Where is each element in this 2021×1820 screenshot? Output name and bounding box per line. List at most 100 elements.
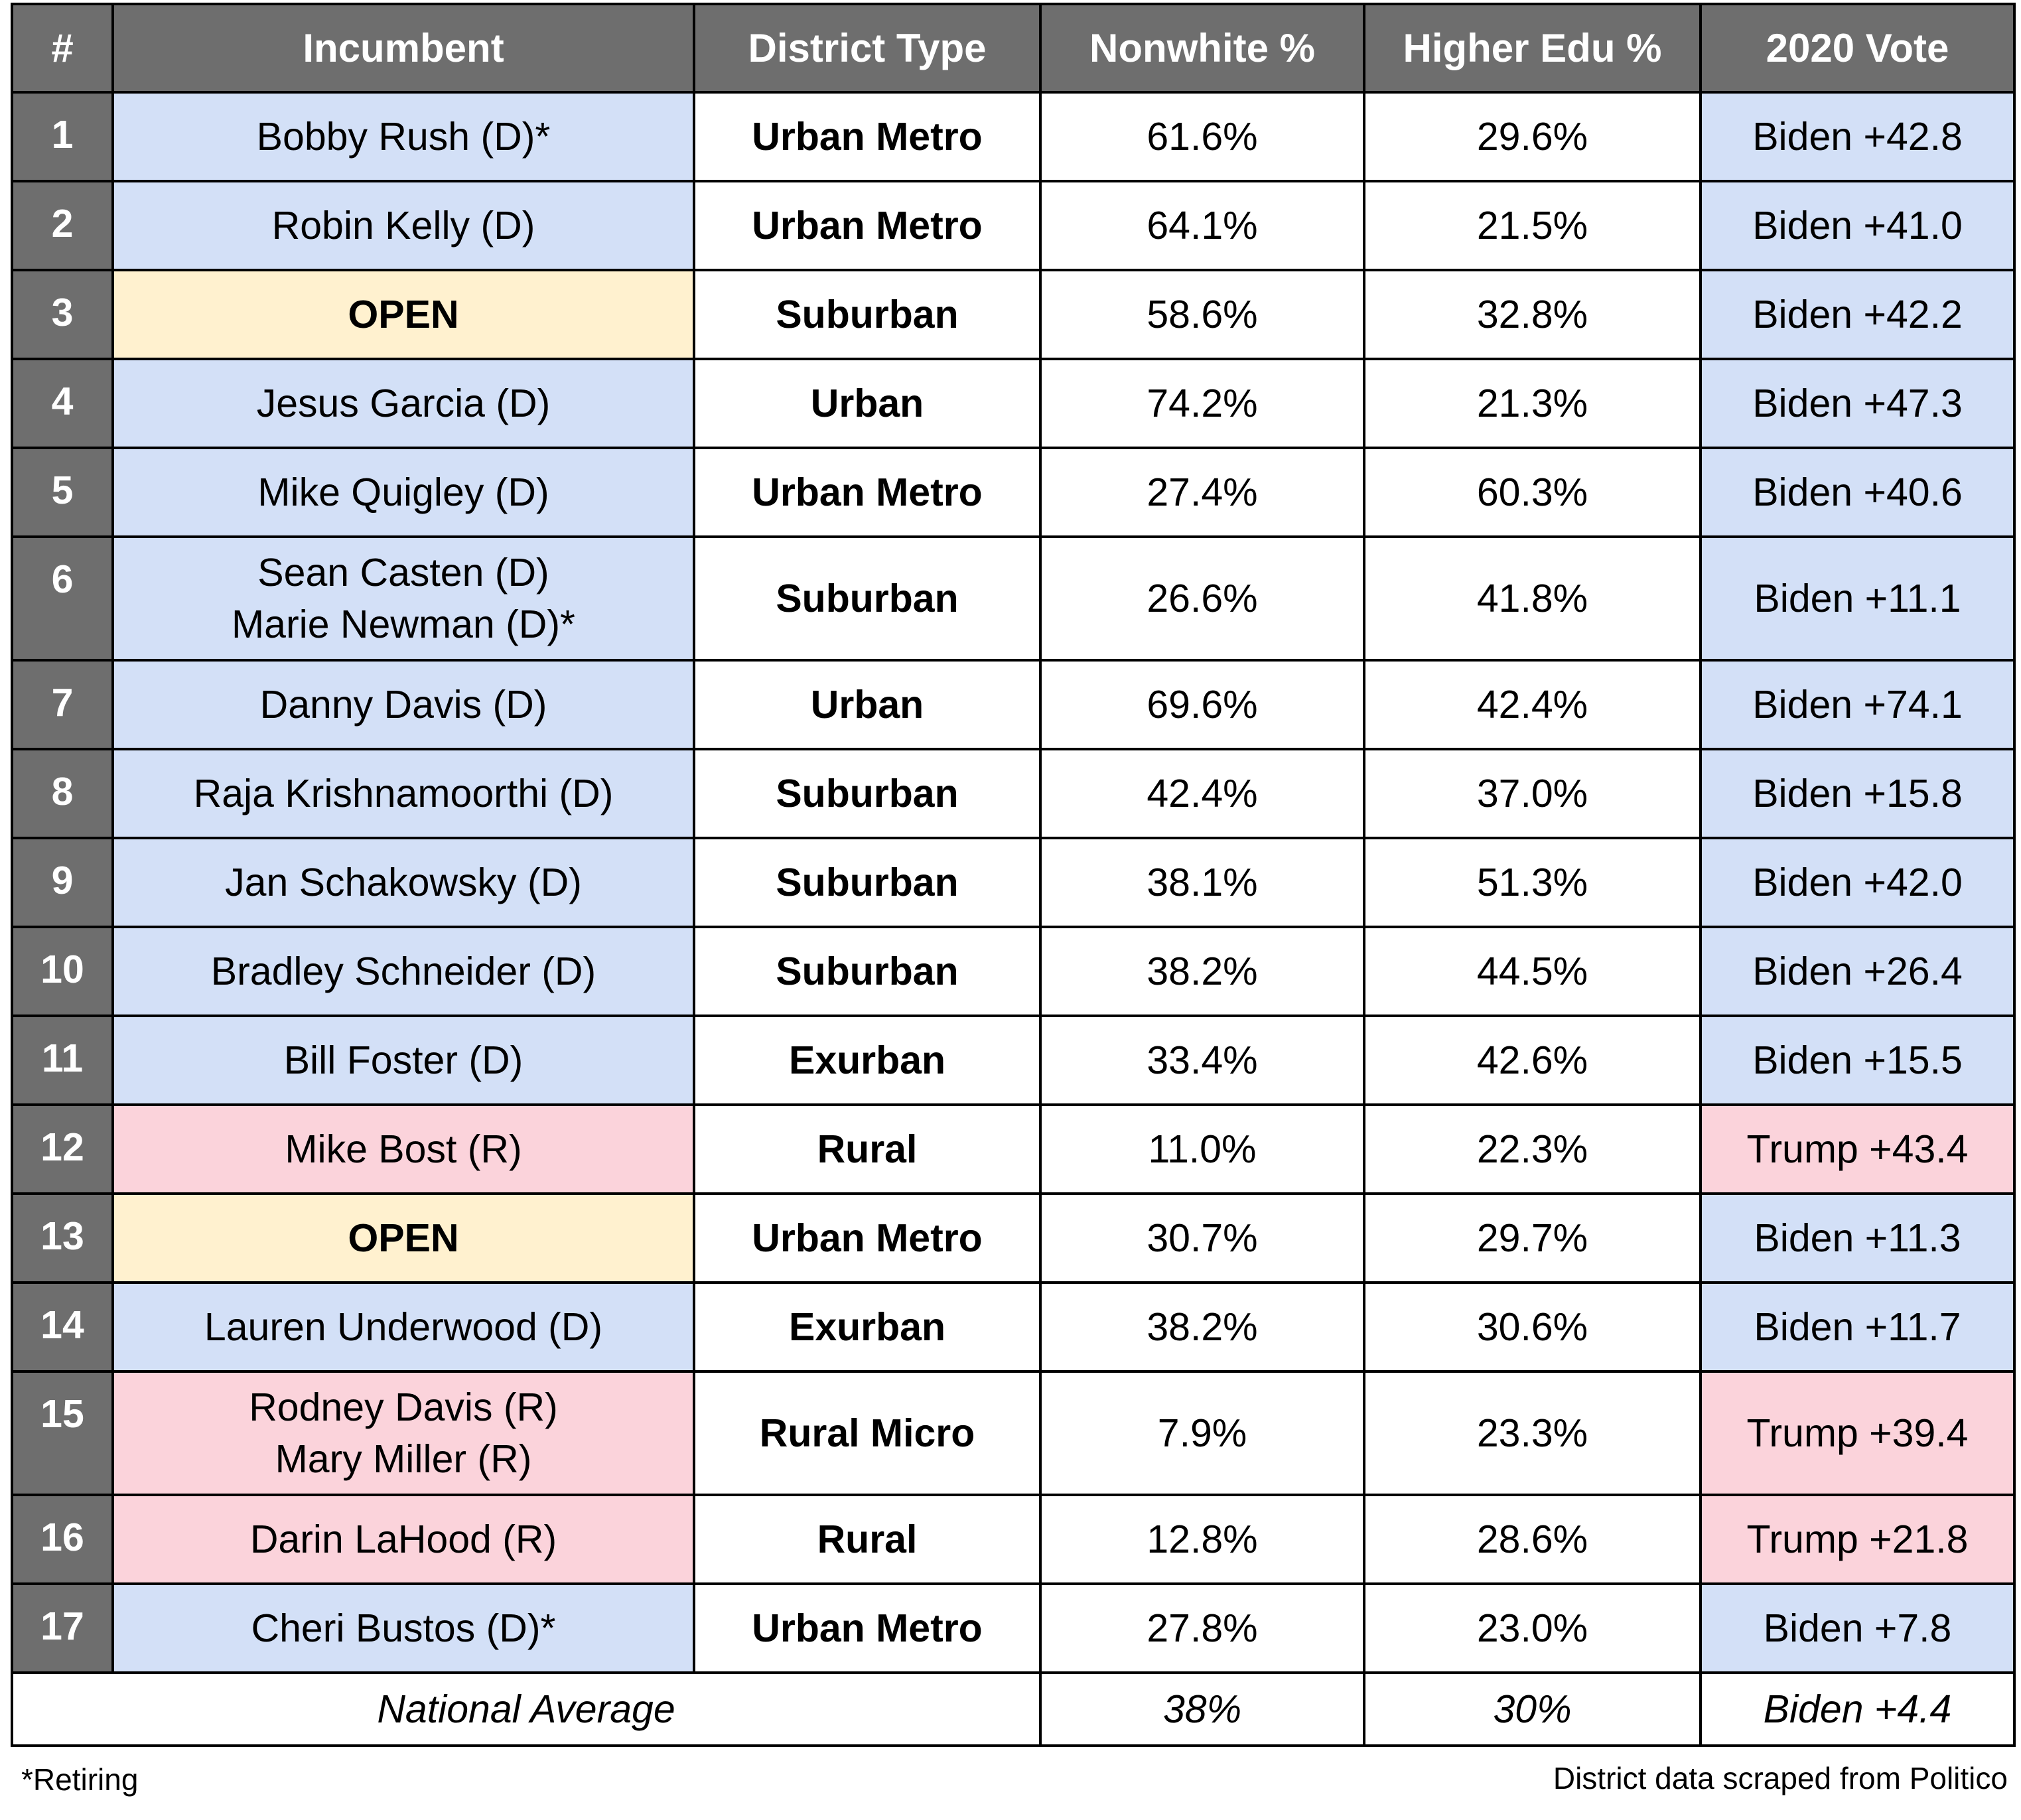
incumbent-cell: OPEN [111,1192,695,1284]
retiring-footnote: *Retiring [21,1762,139,1797]
table-row: 16 Darin LaHood (R) Rural 12.8% 28.6% Trump +… [11,1494,2016,1585]
higher-edu-percent: 60.3% [1363,447,1702,538]
nonwhite-percent: 26.6% [1039,535,1365,662]
higher-edu-percent: 21.3% [1363,358,1702,449]
table-row: 7 Danny Davis (D) Urban 69.6% 42.4% Biden +74… [11,659,2016,750]
district-number: 3 [11,269,114,360]
nonwhite-percent: 33.4% [1039,1015,1365,1106]
district-type: Urban Metro [693,91,1042,182]
nonwhite-percent: 61.6% [1039,91,1365,182]
incumbent-cell: Raja Krishnamoorthi (D) [111,748,695,839]
district-type: Urban [693,659,1042,750]
national-average-row: National Average 38% 30% Biden +4.4 [11,1671,2016,1747]
incumbent-name: Raja Krishnamoorthi (D) [193,772,614,815]
district-number: 1 [11,91,114,182]
higher-edu-percent: 42.4% [1363,659,1702,750]
higher-edu-percent: 21.5% [1363,180,1702,271]
higher-edu-percent: 44.5% [1363,926,1702,1017]
table-row: 14 Lauren Underwood (D) Exurban 38.2% 30.6% B… [11,1281,2016,1373]
district-type: Rural Micro [693,1370,1042,1496]
district-type: Suburban [693,269,1042,360]
district-number: 5 [11,447,114,538]
incumbent-name: Jan Schakowsky (D) [225,861,582,904]
district-number: 13 [11,1192,114,1284]
nonwhite-percent: 27.8% [1039,1582,1365,1674]
table-row: 9 Jan Schakowsky (D) Suburban 38.1% 51.3% Bid… [11,837,2016,928]
nonwhite-percent: 38.2% [1039,1281,1365,1373]
table-row: 6 Sean Casten (D) Marie Newman (D)* Suburba… [11,535,2016,662]
district-number: 8 [11,748,114,839]
vote-margin: Biden +11.1 [1699,535,2016,662]
district-type: Urban Metro [693,447,1042,538]
vote-margin: Biden +15.5 [1699,1015,2016,1106]
incumbent-cell: Darin LaHood (R) [111,1494,695,1585]
district-type: Rural [693,1103,1042,1195]
district-number: 14 [11,1281,114,1373]
district-number: 2 [11,180,114,271]
table-row: 1 Bobby Rush (D)* Urban Metro 61.6% 29.6% Bid… [11,91,2016,182]
vote-margin: Biden +11.7 [1699,1281,2016,1373]
higher-edu-percent: 28.6% [1363,1494,1702,1585]
districts-table: # Incumbent District Type Nonwhite % Hig… [11,3,2016,1747]
higher-edu-percent: 23.0% [1363,1582,1702,1674]
incumbent-cell: Mike Bost (R) [111,1103,695,1195]
district-type: Urban Metro [693,180,1042,271]
national-average-higher-edu: 30% [1363,1671,1702,1747]
district-number: 4 [11,358,114,449]
nonwhite-percent: 64.1% [1039,180,1365,271]
source-note: District data scraped from Politico [1553,1761,2008,1795]
vote-margin: Biden +42.8 [1699,91,2016,182]
table-row: 11 Bill Foster (D) Exurban 33.4% 42.6% Biden … [11,1015,2016,1106]
vote-margin: Trump +21.8 [1699,1494,2016,1585]
incumbent-name: Bradley Schneider (D) [210,949,596,993]
table-row: 8 Raja Krishnamoorthi (D) Suburban 42.4% 37.… [11,748,2016,839]
higher-edu-percent: 29.6% [1363,91,1702,182]
incumbent-cell: Sean Casten (D) Marie Newman (D)* [111,535,695,662]
district-number: 12 [11,1103,114,1195]
national-average-nonwhite: 38% [1039,1671,1365,1747]
vote-margin: Biden +15.8 [1699,748,2016,839]
table-row: 15 Rodney Davis (R) Mary Miller (R) Rural M… [11,1370,2016,1496]
district-type: Urban Metro [693,1582,1042,1674]
district-type: Suburban [693,926,1042,1017]
nonwhite-percent: 30.7% [1039,1192,1365,1284]
incumbent-cell: Robin Kelly (D) [111,180,695,271]
district-type: Exurban [693,1281,1042,1373]
incumbent-name: Jesus Garcia (D) [256,382,551,425]
vote-margin: Biden +7.8 [1699,1582,2016,1674]
incumbent-name: Bill Foster (D) [283,1038,523,1082]
incumbent-cell: OPEN [111,269,695,360]
vote-margin: Biden +40.6 [1699,447,2016,538]
incumbent-cell: Danny Davis (D) [111,659,695,750]
incumbent-cell: Bill Foster (D) [111,1015,695,1106]
district-type: Suburban [693,748,1042,839]
vote-margin: Biden +26.4 [1699,926,2016,1017]
district-number: 6 [11,535,114,662]
national-average-vote: Biden +4.4 [1699,1671,2016,1747]
header-nonwhite: Nonwhite % [1039,3,1365,94]
nonwhite-percent: 7.9% [1039,1370,1365,1496]
table-row: 12 Mike Bost (R) Rural 11.0% 22.3% Trump +43.… [11,1103,2016,1195]
incumbent-name: Mike Quigley (D) [257,470,549,514]
incumbent-cell: Jan Schakowsky (D) [111,837,695,928]
incumbent-name: Mary Miller (R) [275,1437,532,1481]
table-row: 10 Bradley Schneider (D) Suburban 38.2% 44.5… [11,926,2016,1017]
nonwhite-percent: 27.4% [1039,447,1365,538]
nonwhite-percent: 74.2% [1039,358,1365,449]
vote-margin: Trump +39.4 [1699,1370,2016,1496]
district-number: 10 [11,926,114,1017]
higher-edu-percent: 23.3% [1363,1370,1702,1496]
table-body: 1 Bobby Rush (D)* Urban Metro 61.6% 29.6% Bid… [11,91,2016,1674]
table-row: 5 Mike Quigley (D) Urban Metro 27.4% 60.3% Bi… [11,447,2016,538]
incumbent-name: Mike Bost (R) [285,1127,522,1171]
table-row: 13 OPEN Urban Metro 30.7% 29.7% Biden +11.3 [11,1192,2016,1284]
incumbent-name: Darin LaHood (R) [249,1517,557,1561]
incumbent-name: Bobby Rush (D)* [256,115,551,159]
district-type: Suburban [693,837,1042,928]
header-row: # Incumbent District Type Nonwhite % Hig… [11,3,2016,94]
vote-margin: Trump +43.4 [1699,1103,2016,1195]
higher-edu-percent: 22.3% [1363,1103,1702,1195]
incumbent-cell: Bradley Schneider (D) [111,926,695,1017]
higher-edu-percent: 32.8% [1363,269,1702,360]
nonwhite-percent: 38.2% [1039,926,1365,1017]
